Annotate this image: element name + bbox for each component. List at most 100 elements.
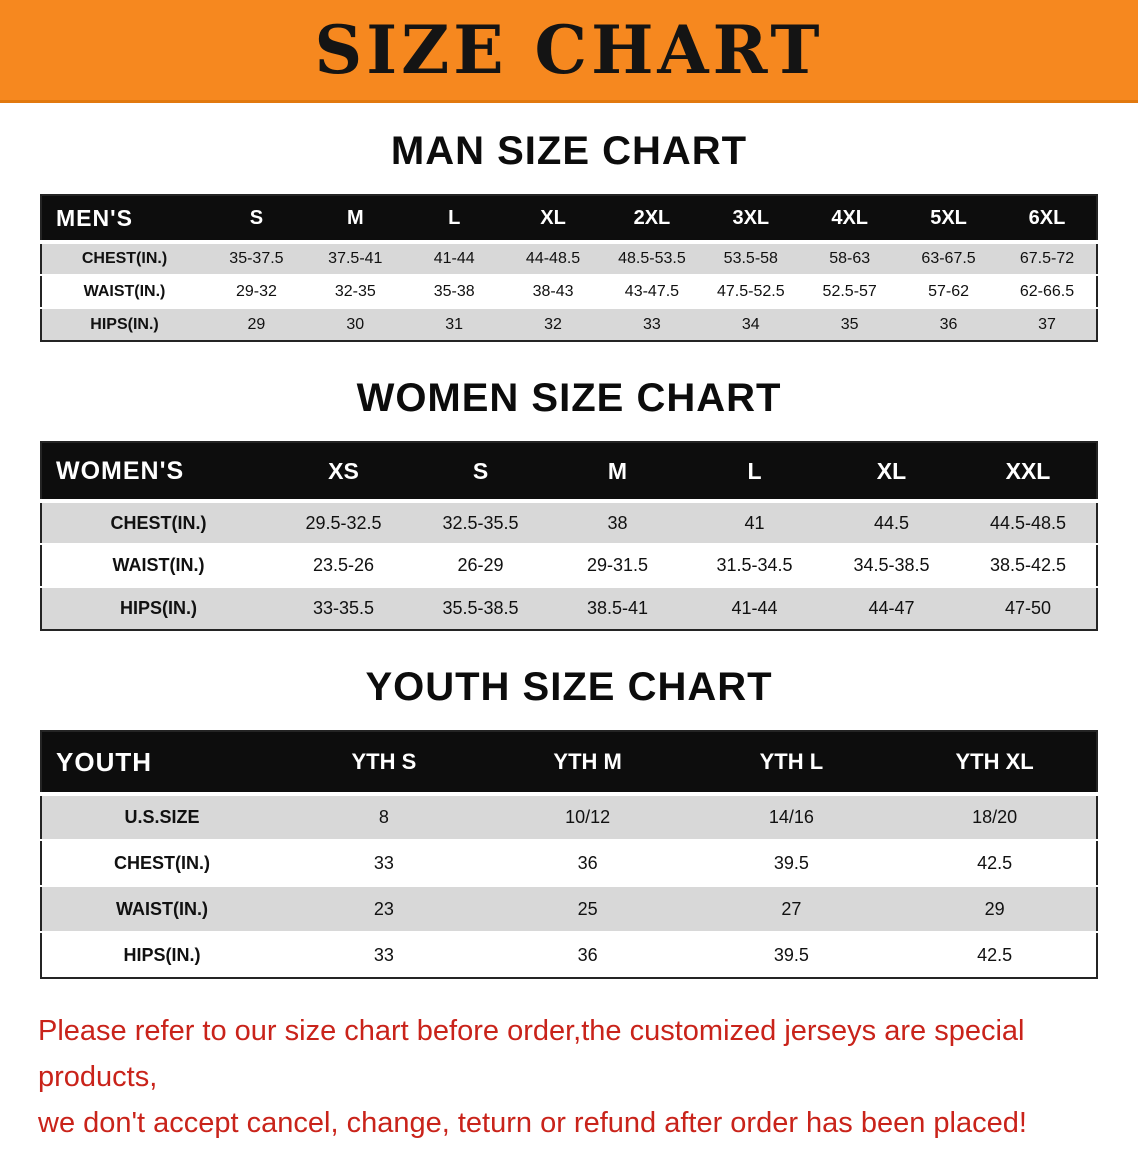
table-row: HIPS(IN.) 33 36 39.5 42.5	[41, 932, 1097, 978]
size-value-cell: 52.5-57	[822, 282, 877, 300]
size-value-cell: 33	[373, 944, 394, 965]
table-row: CHEST(IN.) 29.5-32.5 32.5-35.5 38 41 44.5 44.5…	[41, 501, 1097, 544]
size-value-cell: 47-50	[1004, 598, 1052, 618]
size-value-cell: 30	[346, 315, 365, 333]
row-label: CHEST(IN.)	[81, 250, 168, 267]
row-label: CHEST(IN.)	[110, 512, 207, 533]
women-section: WOMEN SIZE CHART WOMEN'S XS S M L XL XXL CHEST(…	[0, 376, 1138, 631]
row-label: HIPS(IN.)	[119, 598, 197, 618]
size-value-cell: 67.5-72	[1019, 250, 1075, 267]
size-value-cell: 32	[544, 315, 562, 333]
size-value-cell: 37	[1038, 315, 1056, 333]
size-value-cell: 39.5	[773, 944, 809, 965]
column-header: XS	[275, 442, 412, 503]
size-value-cell: 32-35	[334, 282, 376, 300]
size-value-cell: 39.5	[773, 852, 809, 873]
size-value-cell: 34	[741, 315, 760, 333]
women-section-heading: WOMEN SIZE CHART	[356, 376, 782, 420]
disclaimer-line-2: we don't accept cancel, change, teturn o…	[38, 1106, 1027, 1139]
column-header: L	[404, 195, 504, 244]
size-value-cell: 38.5-42.5	[989, 555, 1067, 575]
size-value-cell: 29.5-32.5	[305, 512, 382, 533]
youth-size-table: YOUTH YTH S YTH M YTH L YTH XL U.S.SIZE 8 10/12…	[40, 730, 1098, 979]
table-row: WAIST(IN.) 23.5-26 26-29 29-31.5 31.5-34.5 34…	[41, 544, 1097, 587]
row-label: WAIST(IN.)	[83, 282, 166, 300]
column-header: 3XL	[701, 195, 801, 244]
column-header: 4XL	[800, 195, 900, 244]
size-value-cell: 27	[781, 898, 802, 919]
table-row: HIPS(IN.) 33-35.5 35.5-38.5 38.5-41 41-44 44-…	[41, 587, 1097, 630]
size-value-cell: 37.5-41	[328, 250, 383, 267]
size-value-cell: 35	[840, 315, 859, 333]
row-label: CHEST(IN.)	[114, 852, 210, 873]
row-label: WAIST(IN.)	[116, 898, 208, 919]
corner-header: MEN'S	[41, 195, 207, 244]
corner-header: WOMEN'S	[41, 442, 275, 503]
column-header: YTH XL	[893, 731, 1097, 796]
size-value-cell: 23.5-26	[312, 555, 375, 575]
column-header: YTH M	[485, 731, 690, 796]
disclaimer-line-1: Please refer to our size chart before or…	[38, 1015, 1025, 1093]
table-row: WAIST(IN.) 23 25 27 29	[41, 886, 1097, 932]
size-value-cell: 36	[577, 944, 598, 965]
column-header: YTH S	[282, 731, 486, 796]
size-value-cell: 44.5	[873, 512, 910, 533]
row-label: HIPS(IN.)	[123, 944, 201, 965]
table-row: U.S.SIZE 8 10/12 14/16 18/20	[41, 794, 1097, 840]
column-header: XL	[823, 442, 960, 503]
column-header: M	[305, 195, 405, 244]
size-value-cell: 8	[378, 807, 389, 827]
column-header: 2XL	[602, 195, 702, 244]
size-value-cell: 35-37.5	[229, 250, 284, 267]
size-value-cell: 31	[445, 315, 464, 333]
size-value-cell: 10/12	[565, 807, 611, 827]
size-value-cell: 31.5-34.5	[716, 555, 793, 575]
disclaimer: Please refer to our size chart before or…	[38, 1009, 1100, 1146]
page-title: SIZE CHART	[314, 11, 824, 89]
size-value-cell: 26-29	[457, 555, 504, 575]
size-value-cell: 29-31.5	[586, 555, 649, 575]
size-value-cell: 29	[247, 315, 266, 333]
size-value-cell: 14/16	[768, 807, 814, 827]
size-value-cell: 41	[744, 512, 765, 533]
youth-section-heading: YOUTH SIZE CHART	[365, 665, 773, 709]
size-value-cell: 29-32	[235, 282, 277, 300]
men-size-table: MEN'S S M L XL 2XL 3XL 4XL 5XL 6XL CHEST(IN.) 35-37…	[40, 194, 1098, 342]
size-value-cell: 42.5	[977, 944, 1013, 965]
men-section: MAN SIZE CHART MEN'S S M L XL 2XL 3XL 4XL 5XL 6XL…	[0, 129, 1138, 342]
size-value-cell: 48.5-53.5	[618, 250, 686, 267]
table-row: CHEST(IN.) 33 36 39.5 42.5	[41, 840, 1097, 886]
size-value-cell: 44-48.5	[525, 250, 581, 267]
column-header: XXL	[960, 442, 1097, 503]
row-label: WAIST(IN.)	[112, 555, 205, 575]
size-value-cell: 42.5	[977, 852, 1013, 873]
size-value-cell: 38.5-41	[586, 598, 649, 618]
men-section-heading: MAN SIZE CHART	[390, 129, 748, 173]
table-row: CHEST(IN.) 35-37.5 37.5-41 41-44 44-48.5 48.5…	[41, 242, 1097, 275]
table-row: HIPS(IN.) 29 30 31 32 33 34 35 36 37	[41, 308, 1097, 341]
size-value-cell: 33-35.5	[312, 598, 375, 618]
size-value-cell: 63-67.5	[921, 250, 976, 267]
banner: SIZE CHART	[0, 0, 1138, 103]
column-header: L	[686, 442, 823, 503]
size-value-cell: 33	[643, 315, 661, 333]
size-value-cell: 25	[577, 898, 598, 919]
size-value-cell: 38	[607, 512, 628, 533]
column-header: S	[207, 195, 306, 244]
size-value-cell: 43-47.5	[624, 282, 680, 300]
column-header: XL	[503, 195, 603, 244]
row-label: U.S.SIZE	[124, 807, 200, 827]
column-header: YTH L	[689, 731, 894, 796]
row-label: HIPS(IN.)	[90, 315, 159, 333]
size-value-cell: 57-62	[928, 282, 970, 300]
corner-header: YOUTH	[41, 731, 282, 796]
size-value-cell: 58-63	[829, 250, 871, 267]
column-header: 6XL	[998, 195, 1097, 244]
youth-section: YOUTH SIZE CHART YOUTH YTH S YTH M YTH L YTH…	[0, 665, 1138, 979]
size-value-cell: 29	[984, 898, 1005, 919]
size-value-cell: 47.5-52.5	[717, 282, 785, 300]
size-value-cell: 36	[939, 315, 958, 333]
column-header: 5XL	[899, 195, 998, 244]
column-header: S	[412, 442, 549, 503]
